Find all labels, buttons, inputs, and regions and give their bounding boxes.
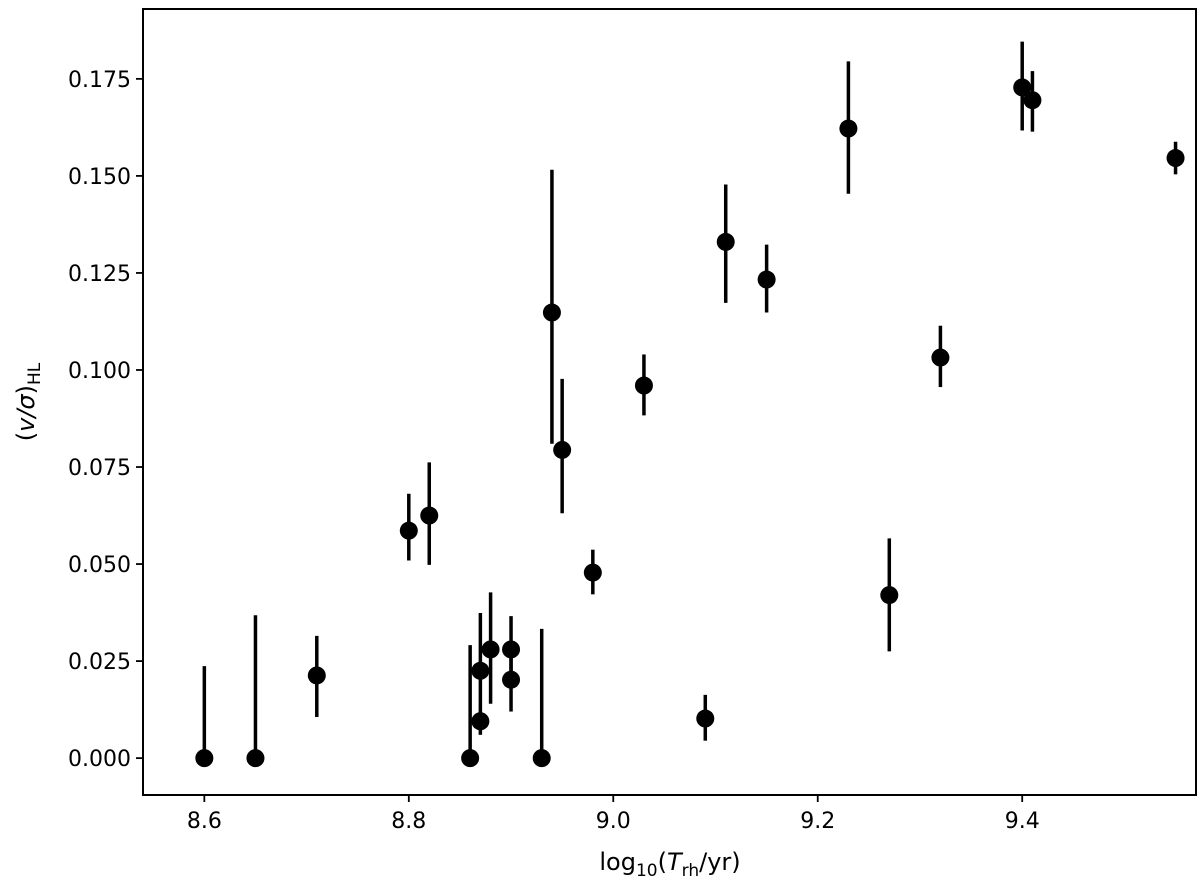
- data-point: [532, 749, 551, 768]
- data-point: [931, 348, 950, 367]
- x-tick-label: 8.6: [187, 809, 222, 834]
- data-point: [399, 521, 418, 540]
- data-point: [1023, 91, 1042, 110]
- data-point: [461, 749, 480, 768]
- data-point: [195, 749, 214, 768]
- y-tick-label: 0.125: [68, 262, 131, 287]
- data-markers: [195, 78, 1185, 768]
- data-point: [696, 709, 715, 728]
- x-tick-label: 9.2: [800, 809, 835, 834]
- data-point: [420, 506, 439, 525]
- data-point: [542, 303, 561, 322]
- data-point: [553, 440, 572, 459]
- x-axis-ticks: 8.6 8.8 9.0 9.2 9.4: [187, 795, 1040, 834]
- data-point: [583, 563, 602, 582]
- data-point: [1013, 78, 1032, 97]
- y-axis-label: (v/σ)HL: [12, 362, 45, 441]
- y-tick-label: 0.000: [68, 747, 131, 772]
- data-point: [502, 640, 521, 659]
- data-point: [502, 670, 521, 689]
- x-axis-label: log10(Trh/yr): [599, 848, 740, 881]
- data-point: [634, 376, 653, 395]
- x-tick-label: 9.4: [1005, 809, 1040, 834]
- y-tick-label: 0.175: [68, 68, 131, 93]
- data-point: [471, 712, 490, 731]
- y-tick-label: 0.150: [68, 165, 131, 190]
- data-point: [481, 640, 500, 659]
- y-axis-ticks: 0.000 0.025 0.050 0.075 0.100 0.125 0.150 0.175: [68, 68, 143, 772]
- data-point: [307, 666, 326, 685]
- x-tick-label: 9.0: [596, 809, 631, 834]
- data-point: [246, 749, 265, 768]
- y-tick-label: 0.050: [68, 553, 131, 578]
- plot-frame: [142, 8, 1197, 796]
- x-tick-label: 8.8: [391, 809, 426, 834]
- data-point: [1166, 149, 1185, 168]
- y-tick-label: 0.025: [68, 650, 131, 675]
- y-tick-label: 0.075: [68, 456, 131, 481]
- y-tick-label: 0.100: [68, 359, 131, 384]
- data-point: [471, 661, 490, 680]
- data-point: [839, 119, 858, 138]
- data-point: [716, 232, 735, 251]
- data-point: [880, 586, 899, 605]
- data-point: [757, 270, 776, 289]
